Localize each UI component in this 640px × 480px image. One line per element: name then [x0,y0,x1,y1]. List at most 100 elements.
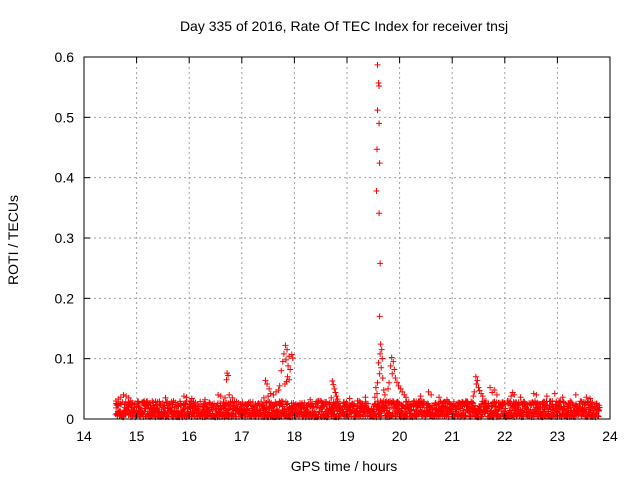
x-tick-label: 20 [392,428,408,444]
data-point [391,366,398,373]
data-point [417,393,424,400]
data-point [472,373,479,380]
data-point [487,384,494,391]
data-point [393,379,400,386]
data-point [265,393,272,400]
data-point [373,390,380,397]
data-point [377,341,384,348]
data-point [567,398,574,405]
y-tick-label: 0.4 [55,170,75,186]
data-point [307,396,314,403]
data-point [476,387,483,394]
data-point [443,396,450,403]
data-point [281,381,288,388]
data-point [225,407,232,414]
data-point [253,405,260,412]
data-point [278,367,285,374]
data-point [374,61,381,68]
data-point [390,358,397,365]
data-point [329,377,336,384]
data-point [389,370,396,377]
y-tick-label: 0.6 [55,49,75,65]
data-point [470,393,477,400]
data-point [562,400,569,407]
data-point [334,396,341,403]
data-point [399,388,406,395]
data-point [395,399,402,406]
chart-title: Day 335 of 2016, Rate Of TEC Index for r… [180,18,508,34]
x-tick-label: 22 [497,428,513,444]
data-point [397,385,404,392]
data-point [386,379,393,386]
data-point [163,399,170,406]
data-point [270,403,277,410]
data-point [436,394,443,401]
data-point [354,397,361,404]
data-point [508,393,515,400]
data-point [351,400,358,407]
data-point [376,120,383,127]
x-tick-label: 14 [76,428,92,444]
data-point [229,394,236,401]
x-tick-label: 21 [444,428,460,444]
data-point [596,404,603,411]
data-point [489,389,496,396]
data-point [180,393,187,400]
data-point [379,374,386,381]
data-point [372,384,379,391]
data-point [346,395,353,402]
data-point [471,388,478,395]
data-point [140,410,147,417]
axis-ticks [83,56,611,420]
x-tick-labels: 14 15 16 17 18 19 20 21 22 23 24 [76,428,618,444]
data-point [402,394,409,401]
data-point [473,381,480,388]
data-point [285,362,292,369]
data-point [254,400,261,407]
data-point [202,401,209,408]
data-point [377,260,384,267]
data-point [127,401,134,408]
data-point [374,107,381,114]
data-point [278,398,285,404]
data-point [517,394,524,401]
grid-lines [84,57,610,419]
y-tick-label: 0.2 [55,290,75,306]
data-point [475,384,482,391]
data-point [338,406,345,413]
x-tick-label: 19 [339,428,355,444]
data-point [376,313,383,320]
data-point [279,358,286,365]
data-point [595,407,602,414]
data-point [377,350,384,357]
data-point [266,385,273,392]
data-point [450,398,457,405]
data-point [328,394,335,401]
data-point [223,376,230,383]
x-tick-label: 15 [129,428,145,444]
data-point [180,404,187,411]
data-point [385,385,392,392]
data-point [220,398,227,405]
data-point [217,393,224,400]
data-point [379,355,386,362]
data-point [287,366,294,373]
data-point [424,400,431,407]
data-point [260,394,267,401]
y-tick-label: 0.5 [55,109,75,125]
data-point [583,394,590,401]
data-point [511,391,518,398]
data-point [239,399,246,406]
data-point [226,391,233,398]
data-point [425,388,432,395]
x-axis-title: GPS time / hours [291,458,398,474]
data-point [330,381,337,388]
data-point [530,390,537,397]
data-point [280,350,287,357]
x-tick-label: 18 [287,428,303,444]
data-point [144,397,151,404]
data-point [183,394,190,401]
data-point [493,391,500,398]
data-point [474,377,481,384]
